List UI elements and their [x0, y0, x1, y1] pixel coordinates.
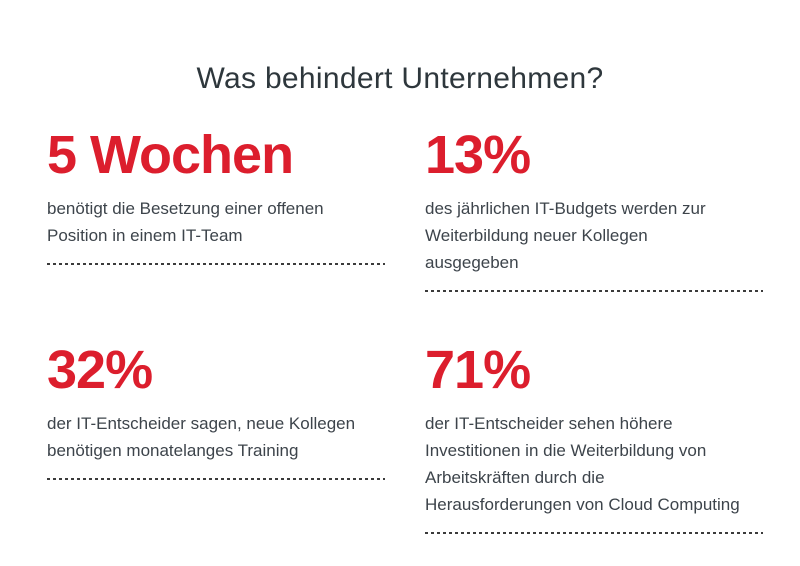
stat-description: benötigt die Besetzung einer offenen Pos… [47, 195, 385, 249]
stat-value: 32% [47, 340, 153, 400]
stat-description-line: der IT-Entscheider sehen höhere [425, 414, 673, 433]
dotted-divider [47, 478, 385, 480]
stat-description: der IT-Entscheider sehen höhere Investit… [425, 410, 763, 518]
stat-description-line: Position in einem IT-Team [47, 226, 243, 245]
dotted-divider [425, 532, 763, 534]
stat-description-line: Weiterbildung neuer Kollegen [425, 226, 648, 245]
stat-description-line: benötigt die Besetzung einer offenen [47, 199, 324, 218]
page-title: Was behindert Unternehmen? [196, 62, 604, 96]
stat-block-cloud-computing-investment: 71% der IT-Entscheider sehen höhere Inve… [425, 343, 763, 534]
stat-value: 5 Wochen [47, 125, 294, 185]
stat-block-it-budget-training: 13% des jährlichen IT-Budgets werden zur… [425, 128, 763, 292]
stat-block-months-of-training: 32% der IT-Entscheider sagen, neue Kolle… [47, 343, 385, 480]
stat-description-line: Herausforderungen von Cloud Computing [425, 495, 740, 514]
stat-description-line: Investitionen in die Weiterbildung von [425, 441, 707, 460]
stat-description-line: Arbeitskräften durch die [425, 468, 605, 487]
stat-description-line: ausgegeben [425, 253, 519, 272]
stat-description: des jährlichen IT-Budgets werden zur Wei… [425, 195, 763, 276]
stat-value: 71% [425, 340, 531, 400]
stat-description: der IT-Entscheider sagen, neue Kollegen … [47, 410, 385, 464]
dotted-divider [425, 290, 763, 292]
stat-description-line: der IT-Entscheider sagen, neue Kollegen [47, 414, 356, 433]
stat-block-weeks-to-fill-position: 5 Wochen benötigt die Besetzung einer of… [47, 128, 385, 265]
dotted-divider [47, 263, 385, 265]
stat-value: 13% [425, 125, 531, 185]
stat-description-line: benötigen monatelanges Training [47, 441, 299, 460]
stat-description-line: des jährlichen IT-Budgets werden zur [425, 199, 706, 218]
